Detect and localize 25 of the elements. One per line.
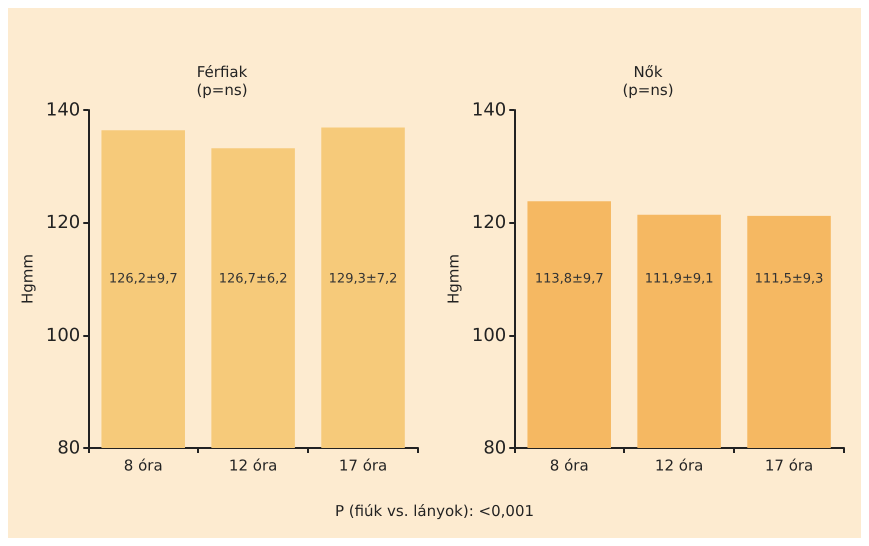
y-tick-label: 100 [45,324,80,346]
annotation: 113,8±9,7 [534,272,604,286]
y-tick-label: 100 [471,324,506,346]
y-tick-label: 80 [482,438,506,458]
x-tick-label: 8 óra [549,456,588,474]
annotation: 129,3±7,2 [328,272,397,286]
y-tick-label: 140 [45,100,80,120]
x-tick-label: 17 óra [338,456,387,474]
chart-title: Nők (p=ns) [622,63,674,99]
y-tick-label: 120 [471,212,506,234]
chart-title: Férfiak (p=ns) [196,63,248,99]
y-axis-title: Hgmm [18,254,36,304]
x-tick-label: 12 óra [228,456,277,474]
annotation: 111,5±9,3 [754,272,823,286]
x-tick-label: 8 óra [123,456,162,474]
y-tick-label: 140 [471,100,506,120]
y-tick-label: 80 [56,438,80,458]
annotation: 111,9±9,1 [644,272,714,286]
annotation: 126,2±9,7 [108,272,178,286]
x-tick-label: 17 óra [764,456,813,474]
y-axis-title: Hgmm [444,254,462,304]
text: P (fiúk vs. lányok): <0,001 [334,502,536,520]
x-tick-label: 12 óra [654,456,703,474]
y-tick-label: 120 [45,212,80,234]
annotation: 126,7±6,2 [218,272,288,286]
